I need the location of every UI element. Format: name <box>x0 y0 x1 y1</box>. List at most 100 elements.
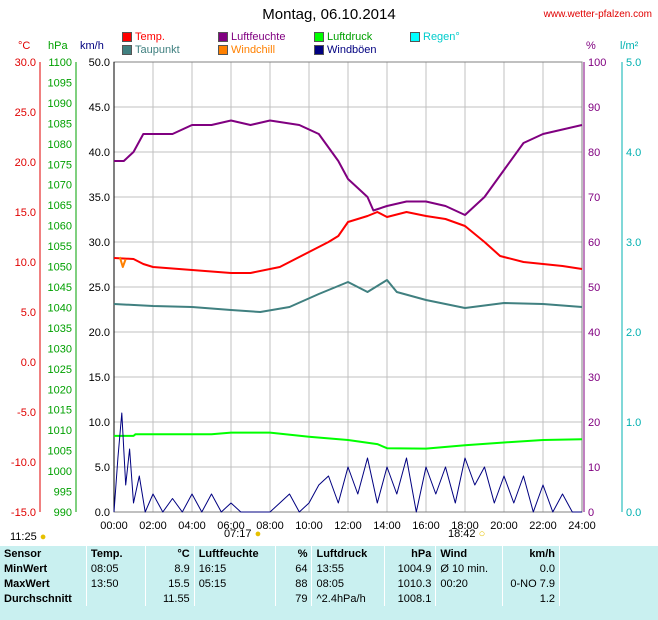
y-tick-label-temp: 10.0 <box>15 257 36 269</box>
legend-windboeen: Windböen <box>314 44 377 56</box>
y-tick-label-pressure: 1035 <box>48 323 72 335</box>
cell <box>194 591 276 606</box>
y-tick-label-rain: 0.0 <box>626 507 641 519</box>
y-tick-label-rain: 1.0 <box>626 417 641 429</box>
x-tick-label: 10:00 <box>295 520 323 532</box>
y-tick-label-wind: 25.0 <box>89 282 110 294</box>
unit-humidity: % <box>586 40 596 52</box>
y-tick-label-humidity: 80 <box>588 147 600 159</box>
legend-swatch <box>218 32 228 42</box>
legend-label: Luftfeuchte <box>231 31 286 43</box>
y-tick-label-humidity: 20 <box>588 417 600 429</box>
series-line <box>113 412 582 513</box>
y-tick-label-temp: 20.0 <box>15 157 36 169</box>
chart-grid <box>113 61 583 513</box>
y-tick-label-humidity: 70 <box>588 192 600 204</box>
header-cell: hPa <box>384 546 437 561</box>
y-tick-label-wind: 45.0 <box>89 102 110 114</box>
legend-label: Taupunkt <box>135 44 180 56</box>
y-tick-label-pressure: 990 <box>54 507 72 519</box>
sunset-time: 18:42 <box>448 528 476 540</box>
row-label: MaxWert <box>0 576 87 591</box>
legend-luftfeuchte: Luftfeuchte <box>218 31 285 43</box>
cell: Ø 10 min. <box>435 561 504 576</box>
chart-axes: 00:00 02:00 04:00 06:00 08:00 10:00 12:00 14:00… <box>11 57 641 532</box>
y-tick-label-temp: 5.0 <box>21 307 36 319</box>
series-line <box>118 256 127 268</box>
y-tick-label-wind: 50.0 <box>89 57 110 69</box>
cell <box>435 591 504 606</box>
site-link[interactable]: www.wetter-pfalzen.com <box>543 9 652 20</box>
unit-wind: km/h <box>80 40 104 52</box>
cell: 8.9 <box>145 561 195 576</box>
x-tick-label: 02:00 <box>139 520 167 532</box>
unit-temp: °C <box>18 40 31 52</box>
y-tick-label-humidity: 0 <box>588 507 594 519</box>
legend-label: Luftdruck <box>327 31 373 43</box>
y-tick-label-pressure: 1025 <box>48 364 72 376</box>
y-tick-label-rain: 2.0 <box>626 327 641 339</box>
sunrise-time: 07:17 <box>224 528 252 540</box>
y-tick-label-humidity: 50 <box>588 282 600 294</box>
y-tick-label-wind: 35.0 <box>89 192 110 204</box>
moon-icon: ○ <box>478 528 486 540</box>
stats-table: Sensor Temp. °C Luftfeuchte % Luftdruck … <box>0 546 560 606</box>
header-cell: Luftfeuchte <box>194 546 276 561</box>
row-label: MinWert <box>0 561 87 576</box>
legend-swatch <box>122 32 132 42</box>
series-line <box>113 279 583 313</box>
y-tick-label-wind: 0.0 <box>95 507 110 519</box>
y-tick-label-pressure: 1030 <box>48 343 72 355</box>
x-tick-label: 22:00 <box>529 520 557 532</box>
sunrise-mark: 07:17 ● <box>224 528 261 540</box>
y-tick-label-wind: 10.0 <box>89 417 110 429</box>
x-tick-label: 20:00 <box>490 520 518 532</box>
unit-rain: l/m² <box>620 40 639 52</box>
chart-series <box>113 119 583 513</box>
y-tick-label-wind: 30.0 <box>89 237 110 249</box>
header-cell: % <box>275 546 313 561</box>
cell: 1010.3 <box>384 576 437 591</box>
y-tick-label-rain: 4.0 <box>626 147 641 159</box>
series-line <box>114 119 583 216</box>
y-tick-label-pressure: 1065 <box>48 200 72 212</box>
cell: 1008.1 <box>384 591 437 606</box>
legend-label: Windchill <box>231 44 276 56</box>
header-cell: km/h <box>502 546 560 561</box>
cell: 00:20 <box>435 576 504 591</box>
sunset-mark: 18:42 ○ <box>448 528 485 540</box>
y-tick-label-pressure: 1095 <box>48 77 72 89</box>
header-cell: Temp. <box>86 546 146 561</box>
y-tick-label-wind: 40.0 <box>89 147 110 159</box>
sun-icon: ● <box>39 531 47 543</box>
sun-icon: ● <box>254 528 262 540</box>
cell: 16:15 <box>194 561 276 576</box>
cell: 11.55 <box>145 591 195 606</box>
legend-label: Regen° <box>423 31 460 43</box>
y-tick-label-temp: 15.0 <box>15 207 36 219</box>
y-tick-label-temp: -15.0 <box>11 507 36 519</box>
y-tick-label-humidity: 60 <box>588 237 600 249</box>
cell: 1004.9 <box>384 561 437 576</box>
y-tick-label-pressure: 1010 <box>48 425 72 437</box>
x-tick-label: 16:00 <box>412 520 440 532</box>
cell: 64 <box>275 561 313 576</box>
y-tick-label-rain: 5.0 <box>626 57 641 69</box>
cell: 15.5 <box>145 576 195 591</box>
y-tick-label-temp: 30.0 <box>15 57 36 69</box>
cell: 1.2 <box>502 591 560 606</box>
cell <box>86 591 146 606</box>
sunrise-prev-mark: 11:25 ● <box>10 531 46 543</box>
x-tick-label: 14:00 <box>373 520 401 532</box>
header-cell: Wind <box>435 546 504 561</box>
stats-header-row: Sensor Temp. °C Luftfeuchte % Luftdruck … <box>0 546 560 561</box>
cell: 88 <box>275 576 313 591</box>
x-tick-label: 24:00 <box>568 520 596 532</box>
header-cell: Luftdruck <box>311 546 386 561</box>
y-tick-label-wind: 5.0 <box>95 462 110 474</box>
legend-luftdruck: Luftdruck <box>314 31 372 43</box>
y-tick-label-pressure: 995 <box>54 487 72 499</box>
legend-swatch <box>122 45 132 55</box>
y-tick-label-pressure: 1015 <box>48 405 72 417</box>
y-tick-label-humidity: 30 <box>588 372 600 384</box>
